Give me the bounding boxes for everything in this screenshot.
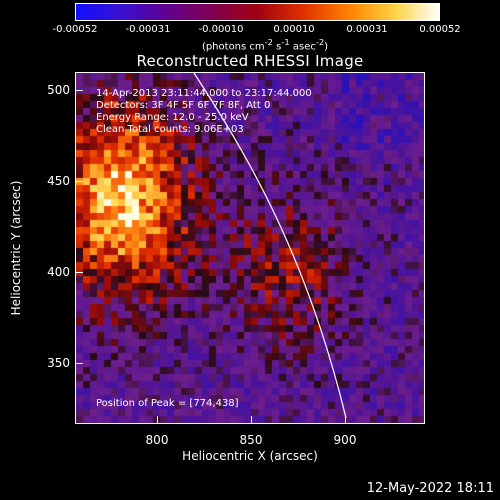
colorbar-tick-label: 0.00031 bbox=[346, 24, 388, 35]
colorbar-tick-label: -0.00010 bbox=[198, 24, 244, 35]
generation-timestamp: 12-May-2022 18:11 bbox=[366, 481, 494, 496]
x-axis-label: Heliocentric X (arcsec) bbox=[182, 449, 318, 463]
rhessi-intensity-map bbox=[76, 73, 424, 423]
info-energy-range: Energy Range: 12.0 - 25.0 keV bbox=[96, 112, 249, 123]
y-tick-mark bbox=[75, 363, 83, 364]
image-title: Reconstructed RHESSI Image bbox=[136, 52, 364, 70]
y-tick-mark bbox=[75, 90, 83, 91]
y-tick-mark bbox=[75, 272, 83, 273]
colorbar-tick-label: -0.00031 bbox=[125, 24, 171, 35]
rhessi-image-plot: 14-Apr-2013 23:11:44.000 to 23:17:44.000… bbox=[75, 72, 425, 424]
y-tick-label: 500 bbox=[47, 83, 70, 97]
y-axis-label: Heliocentric Y (arcsec) bbox=[9, 180, 23, 316]
y-tick-label: 450 bbox=[47, 174, 70, 188]
x-tick-mark bbox=[251, 416, 252, 424]
solar-limb-overlay bbox=[193, 73, 347, 419]
colorbar-tick-label: -0.00052 bbox=[52, 24, 98, 35]
colorbar-unit-label: (photons cm-2 s-1 asec-2) bbox=[201, 37, 329, 53]
y-tick-label: 400 bbox=[47, 265, 70, 279]
colorbar bbox=[75, 3, 440, 21]
x-tick-label: 900 bbox=[333, 433, 357, 447]
x-tick-mark bbox=[157, 416, 158, 424]
solar-limb-line bbox=[193, 73, 347, 419]
y-tick-mark bbox=[75, 181, 83, 182]
colorbar-tick-label: 0.00052 bbox=[419, 24, 461, 35]
x-tick-label: 800 bbox=[145, 433, 169, 447]
info-detectors: Detectors: 3F 4F 5F 6F 7F 8F, Att 0 bbox=[96, 100, 271, 111]
info-total-counts: Clean Total counts: 9.06E+03 bbox=[96, 124, 244, 135]
peak-position-label: Position of Peak = [774,438] bbox=[96, 398, 239, 409]
y-tick-label: 350 bbox=[47, 356, 70, 370]
colorbar-tick-label: 0.00010 bbox=[273, 24, 315, 35]
x-tick-mark bbox=[345, 416, 346, 424]
info-time-range: 14-Apr-2013 23:11:44.000 to 23:17:44.000 bbox=[96, 88, 312, 99]
x-tick-label: 850 bbox=[239, 433, 263, 447]
